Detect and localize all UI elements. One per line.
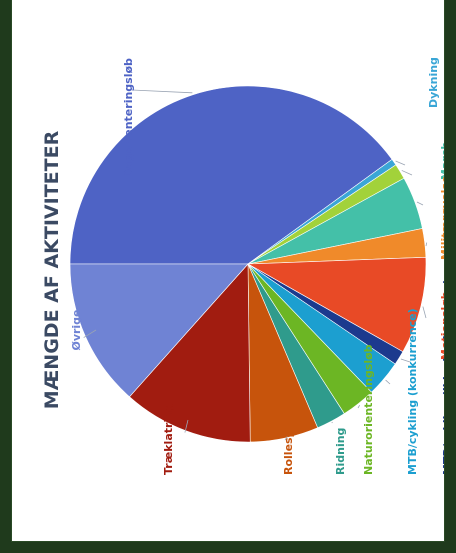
slice-label-dagorienteringsloeb: Dagorienteringsløb [122,58,135,178]
slice-label-ridning: Ridning [334,428,347,475]
leader-line-mtb-cykling-ikke-konkurrence [400,358,411,363]
slice-label-naturorienteringsloeb: Naturorienteringsløb [362,344,375,475]
leader-line-hundetraening [401,170,413,176]
pie-slice-dagorienteringsloeb [69,85,393,265]
leader-line-naturorienteringsloeb [357,404,361,409]
leader-line-march [416,201,424,206]
slice-label-oevrige: Øvrige [70,309,83,350]
leader-line-traeklatring [184,419,189,433]
pie-slice-motionsloeb [246,256,427,353]
leader-line-mtb-cykling-konkurrence [385,379,391,385]
leader-line-motionsloeb [422,306,427,319]
slice-label-militaeroevelse: Militærøvelse [439,176,444,260]
leader-line-militaeroevelse [425,242,428,247]
chart-frame: DagorienteringsløbDykningHundetræningMar… [12,0,444,541]
slice-label-traeklatring: Træklatring [162,403,175,475]
leader-line-dagorienteringsloeb [131,89,193,94]
slice-label-rollespil: Rollespil [282,422,295,475]
slice-label-mtb-cykling-ikke-konkurrence: MTB/cykling (ikke konkurrence) [441,279,444,475]
slice-label-march: March [439,142,444,180]
leader-line-dykning [395,160,406,166]
pie-chart: DagorienteringsløbDykningHundetræningMar… [41,57,444,475]
slice-label-motionsloeb: Motionsløb [439,291,444,360]
leader-line-rollespil [284,434,289,441]
leader-line-oevrige [83,329,97,338]
slice-label-dykning: Dykning [427,57,440,108]
slice-label-mtb-cykling-konkurrence: MTB/cykling (konkurrence) [406,308,419,475]
chart-title: MÆNGDE AF AKTIVITETER [41,130,63,409]
